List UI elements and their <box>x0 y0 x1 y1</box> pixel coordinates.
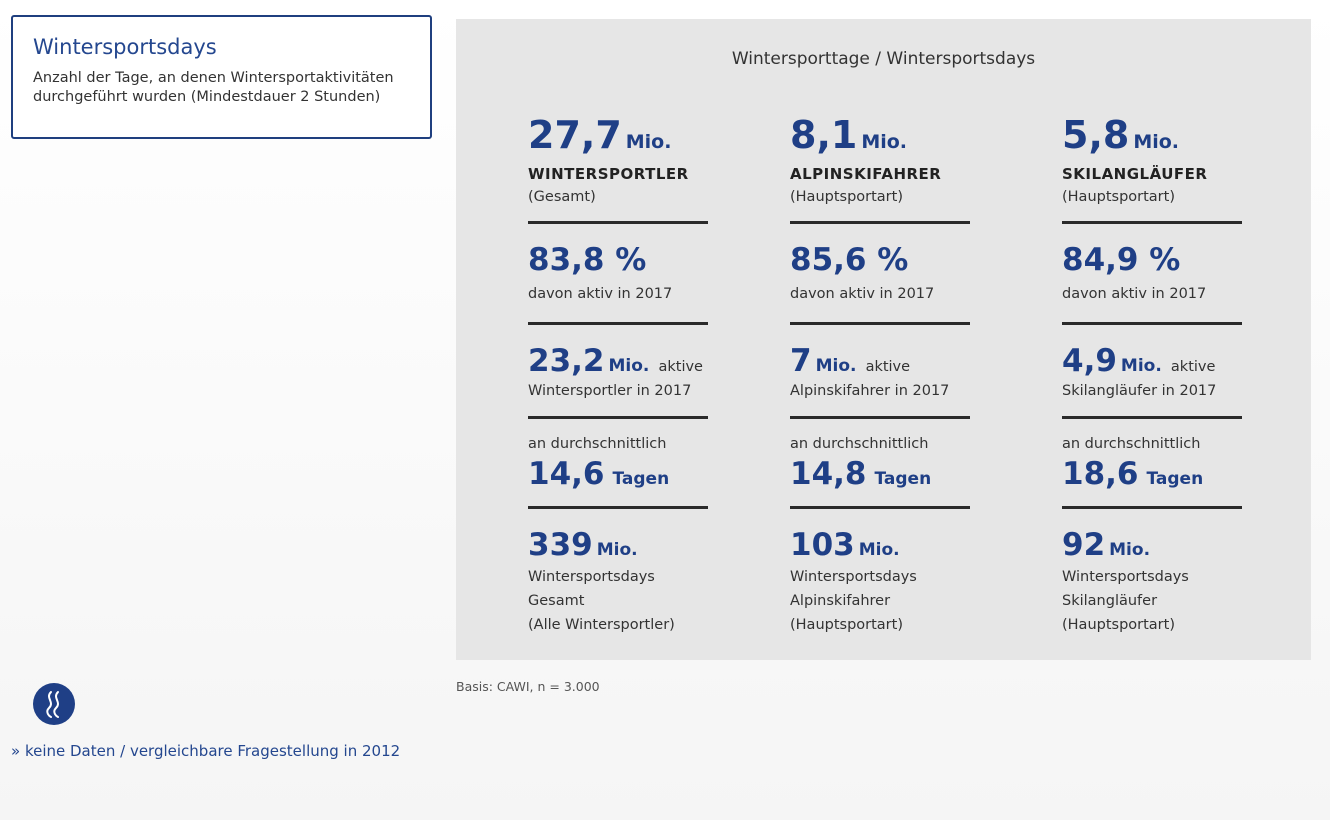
sportsdays-line-2: Gesamt <box>528 593 585 609</box>
sportsdays-unit: Mio. <box>596 540 638 560</box>
total-number: 27,7 <box>528 113 622 157</box>
active-percent: 85,6 % <box>790 242 909 278</box>
divider <box>790 322 970 325</box>
panel-title: Wintersporttage / Wintersportsdays <box>731 49 1036 69</box>
divider <box>528 416 708 419</box>
divider <box>1062 416 1242 419</box>
days-unit: Tagen <box>1146 469 1204 489</box>
divider <box>790 416 970 419</box>
active-label: davon aktiv in 2017 <box>1062 286 1207 302</box>
group-note: (Hauptsportart) <box>790 189 903 205</box>
sportsdays-line-1: Wintersportsdays <box>1062 569 1189 585</box>
wave-logo-icon <box>33 683 75 725</box>
divider <box>1062 322 1242 325</box>
active-group: Skilangläufer in 2017 <box>1062 383 1217 399</box>
days-row: 14,6 Tagen <box>528 456 708 492</box>
divider <box>790 221 970 224</box>
sportsdays-line-2: Alpinskifahrer <box>790 593 891 609</box>
basis-note: Basis: CAWI, n = 3.000 <box>456 679 600 694</box>
definition-box: Wintersportsdays Anzahl der Tage, an den… <box>11 15 432 139</box>
days-value: 14,6 <box>528 456 605 492</box>
total-unit: Mio. <box>861 131 908 153</box>
definition-title: Wintersportsdays <box>33 35 217 59</box>
active-unit: Mio. <box>608 356 650 376</box>
divider <box>1062 506 1242 509</box>
sportsdays-line-1: Wintersportsdays <box>790 569 917 585</box>
total-unit: Mio. <box>625 131 672 153</box>
active-count-row: 4,9 Mio. aktive <box>1062 343 1242 379</box>
active-suffix: aktive <box>865 359 911 375</box>
group-note: (Hauptsportart) <box>1062 189 1175 205</box>
days-value: 14,8 <box>790 456 867 492</box>
active-percent: 84,9 % <box>1062 242 1181 278</box>
total-value: 5,8 Mio. <box>1062 115 1242 155</box>
definition-line-1: Anzahl der Tage, an denen Wintersportakt… <box>33 70 394 86</box>
sportsdays-unit: Mio. <box>858 540 900 560</box>
total-value: 8,1 Mio. <box>790 115 970 155</box>
divider <box>528 506 708 509</box>
active-group: Wintersportler in 2017 <box>528 383 692 399</box>
group-label: WINTERSPORTLER <box>528 165 689 183</box>
active-percent: 83,8 % <box>528 242 647 278</box>
total-number: 5,8 <box>1062 113 1130 157</box>
group-label: SKILANGLÄUFER <box>1062 165 1208 183</box>
total-number: 8,1 <box>790 113 858 157</box>
column-skilanglaeufer: 5,8 Mio. SKILANGLÄUFER (Hauptsportart) 84… <box>1062 115 1242 637</box>
days-unit: Tagen <box>612 469 670 489</box>
column-alpinskifahrer: 8,1 Mio. ALPINSKIFAHRER (Hauptsportart) 8… <box>790 115 970 637</box>
sportsdays-line-3: (Hauptsportart) <box>790 617 903 633</box>
active-label: davon aktiv in 2017 <box>528 286 673 302</box>
avg-label: an durchschnittlich <box>528 436 667 452</box>
footer-note: » keine Daten / vergleichbare Fragestell… <box>11 742 401 760</box>
days-unit: Tagen <box>874 469 932 489</box>
avg-label: an durchschnittlich <box>1062 436 1201 452</box>
active-unit: Mio. <box>1120 356 1162 376</box>
days-value: 18,6 <box>1062 456 1139 492</box>
active-group: Alpinskifahrer in 2017 <box>790 383 950 399</box>
wave-logo-glyph <box>46 691 59 718</box>
sportsdays-row: 92 Mio. <box>1062 527 1242 563</box>
divider <box>1062 221 1242 224</box>
sportsdays-line-1: Wintersportsdays <box>528 569 655 585</box>
days-row: 14,8 Tagen <box>790 456 970 492</box>
total-unit: Mio. <box>1133 131 1180 153</box>
sportsdays-line-3: (Hauptsportart) <box>1062 617 1175 633</box>
active-unit: Mio. <box>815 356 857 376</box>
active-count: 4,9 <box>1062 343 1117 379</box>
sportsdays-value: 103 <box>790 527 855 563</box>
divider <box>790 506 970 509</box>
divider <box>528 221 708 224</box>
sportsdays-unit: Mio. <box>1109 540 1151 560</box>
sportsdays-line-2: Skilangläufer <box>1062 593 1158 609</box>
group-note: (Gesamt) <box>528 189 596 205</box>
active-suffix: aktive <box>658 359 703 375</box>
active-count-row: 23,2 Mio. aktive <box>528 343 708 379</box>
sportsdays-value: 92 <box>1062 527 1106 563</box>
days-row: 18,6 Tagen <box>1062 456 1242 492</box>
column-wintersportler: 27,7 Mio. WINTERSPORTLER (Gesamt) 83,8 % … <box>528 115 708 637</box>
active-suffix: aktive <box>1170 359 1216 375</box>
sportsdays-row: 103 Mio. <box>790 527 970 563</box>
avg-label: an durchschnittlich <box>790 436 929 452</box>
definition-line-2: durchgeführt wurden (Mindestdauer 2 Stun… <box>33 89 381 105</box>
divider <box>528 322 708 325</box>
active-count: 23,2 <box>528 343 605 379</box>
active-count-row: 7 Mio. aktive <box>790 343 970 379</box>
active-count: 7 <box>790 343 812 379</box>
active-label: davon aktiv in 2017 <box>790 286 935 302</box>
sportsdays-line-3: (Alle Wintersportler) <box>528 617 675 633</box>
group-label: ALPINSKIFAHRER <box>790 165 942 183</box>
total-value: 27,7 Mio. <box>528 115 708 155</box>
sportsdays-row: 339 Mio. <box>528 527 708 563</box>
sportsdays-value: 339 <box>528 527 593 563</box>
stats-panel: Wintersporttage / Wintersportsdays 27,7 M… <box>456 19 1311 660</box>
